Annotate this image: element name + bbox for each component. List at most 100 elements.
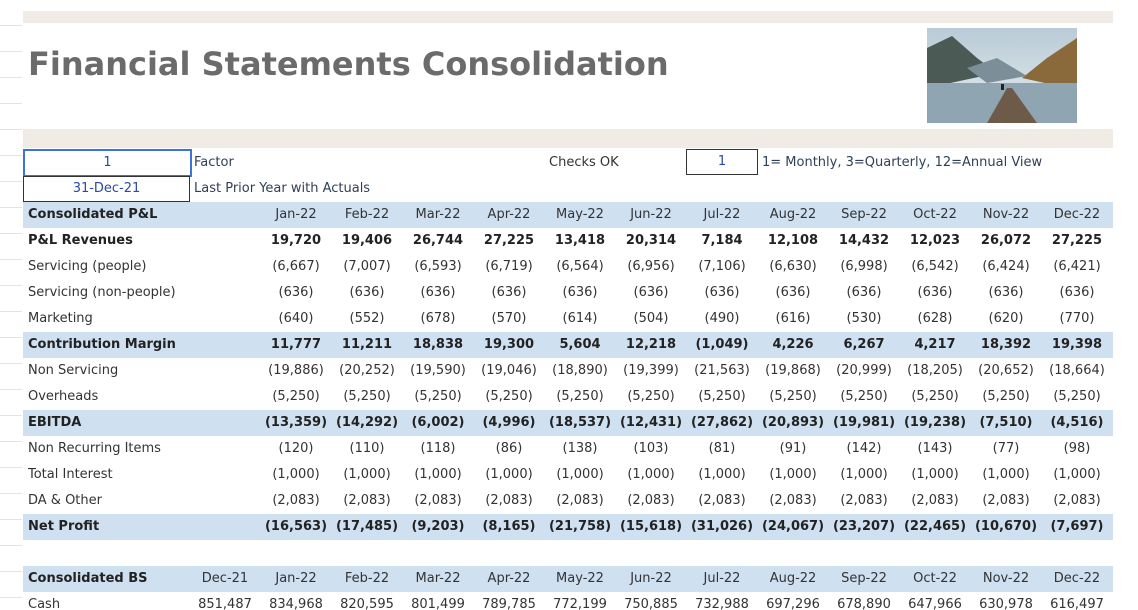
cell-value: 11,211 [341, 337, 393, 352]
row-gutter [0, 182, 22, 208]
column-header: Nov-22 [982, 571, 1030, 586]
cell-value: (120) [278, 441, 314, 456]
row-label: EBITDA [28, 415, 82, 430]
cell-value: 11,777 [270, 337, 322, 352]
cell-value: (2,083) [698, 493, 746, 508]
cell-value: (616) [775, 311, 811, 326]
cell-value: (2,083) [272, 493, 320, 508]
cell-value: (16,563) [264, 519, 328, 534]
row-gutter [0, 156, 22, 182]
date-label: Last Prior Year with Actuals [194, 181, 371, 196]
cell-value: (636) [775, 285, 811, 300]
cell-value: 12,218 [625, 337, 677, 352]
table-header-bg [23, 566, 1113, 592]
cell-value: (118) [420, 441, 456, 456]
row-gutter [0, 416, 22, 442]
cell-value: (15,618) [619, 519, 683, 534]
factor-label: Factor [194, 155, 234, 170]
cell-value: (1,000) [272, 467, 320, 482]
row-label: Non Recurring Items [28, 441, 161, 456]
cell-value: (24,067) [761, 519, 825, 534]
cell-value: (5,250) [272, 389, 320, 404]
section-band [23, 129, 1113, 148]
cell-value: (1,049) [695, 337, 749, 352]
row-gutter [0, 364, 22, 390]
cell-value: (22,465) [903, 519, 967, 534]
row-highlight [23, 332, 1113, 358]
cell-value: (2,083) [556, 493, 604, 508]
cell-value: (5,250) [1053, 389, 1101, 404]
row-gutter [0, 520, 22, 546]
title: Financial Statements Consolidation [28, 45, 669, 83]
cell-value: 772,199 [553, 597, 607, 610]
row-gutter [0, 546, 22, 572]
cell-value: (2,083) [982, 493, 1030, 508]
view-label: 1= Monthly, 3=Quarterly, 12=Annual View [762, 155, 1043, 170]
cell-value: (21,563) [694, 363, 750, 378]
cell-value: (570) [491, 311, 527, 326]
column-header: Oct-22 [913, 207, 957, 222]
cell-value: (636) [1059, 285, 1095, 300]
column-header: Sep-22 [841, 571, 887, 586]
view-input[interactable]: 1 [686, 149, 758, 175]
cell-value: 789,785 [482, 597, 536, 610]
column-header: Feb-22 [344, 571, 390, 586]
cell-value: (138) [562, 441, 598, 456]
cell-value: (1,000) [485, 467, 533, 482]
factor-input[interactable]: 1 [23, 149, 192, 177]
cell-value: (6,593) [414, 259, 462, 274]
cell-value: (81) [708, 441, 736, 456]
cell-value: 7,184 [701, 233, 743, 248]
table-header-bg [23, 202, 1113, 228]
cell-value: (2,083) [485, 493, 533, 508]
cell-value: (5,250) [911, 389, 959, 404]
row-gutter [0, 52, 22, 78]
cell-value: (6,667) [272, 259, 320, 274]
row-label: Marketing [28, 311, 93, 326]
cell-value: (5,250) [343, 389, 391, 404]
cell-value: (18,205) [907, 363, 963, 378]
cell-value: (10,670) [974, 519, 1038, 534]
row-gutter [0, 442, 22, 468]
cell-value: (636) [562, 285, 598, 300]
cell-value: (636) [988, 285, 1024, 300]
cell-value: (143) [917, 441, 953, 456]
cell-value: (19,886) [268, 363, 324, 378]
cell-value: (6,002) [411, 415, 465, 430]
cell-value: 678,890 [837, 597, 891, 610]
cell-value: (21,758) [548, 519, 612, 534]
column-header: Mar-22 [415, 207, 461, 222]
cell-value: (628) [917, 311, 953, 326]
cell-value: (5,250) [627, 389, 675, 404]
cell-value: (6,564) [556, 259, 604, 274]
row-gutter [0, 598, 22, 610]
cell-value: (5,250) [769, 389, 817, 404]
cell-value: (9,203) [411, 519, 465, 534]
column-header: Jul-22 [703, 571, 741, 586]
row-label: DA & Other [28, 493, 102, 508]
cell-value: (770) [1059, 311, 1095, 326]
row-label: Total Interest [28, 467, 113, 482]
cell-value: (636) [633, 285, 669, 300]
table-title: Consolidated P&L [28, 207, 158, 222]
cell-value: (20,652) [978, 363, 1034, 378]
cell-value: (91) [779, 441, 807, 456]
column-header: Dec-22 [1053, 571, 1101, 586]
cell-value: 20,314 [625, 233, 677, 248]
cell-value: 851,487 [198, 597, 252, 610]
cell-value: 27,225 [483, 233, 535, 248]
cell-value: 19,720 [270, 233, 322, 248]
cell-value: (19,399) [623, 363, 679, 378]
cell-value: (2,083) [343, 493, 391, 508]
row-gutter [0, 312, 22, 338]
cell-value: (98) [1063, 441, 1091, 456]
date-input[interactable]: 31-Dec-21 [23, 176, 190, 202]
cell-value: (1,000) [840, 467, 888, 482]
cell-value: (6,424) [982, 259, 1030, 274]
cell-value: (1,000) [769, 467, 817, 482]
cell-value: 630,978 [979, 597, 1033, 610]
row-gutter [0, 0, 22, 26]
cell-value: 801,499 [411, 597, 465, 610]
header-image [927, 28, 1077, 123]
column-header: Nov-22 [982, 207, 1030, 222]
